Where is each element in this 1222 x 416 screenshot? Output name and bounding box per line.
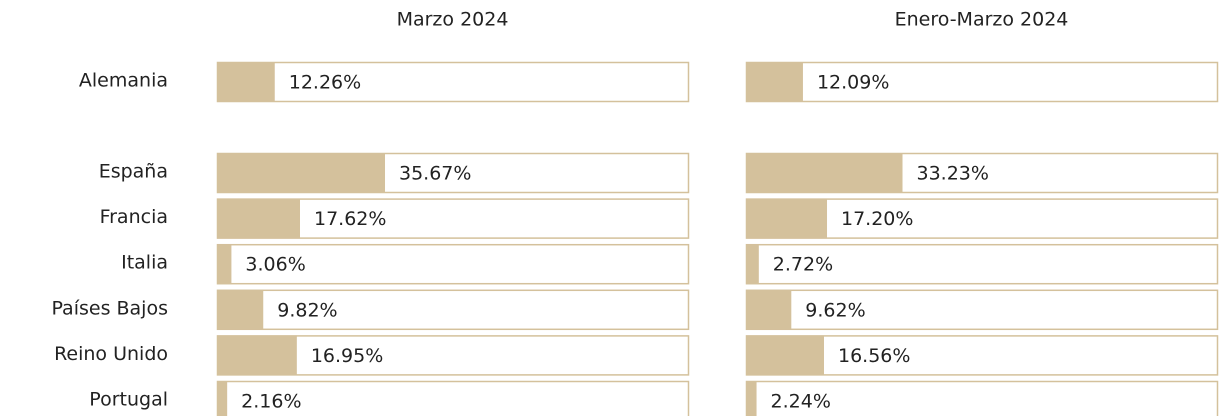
value-label: 16.56%: [838, 345, 910, 367]
category-label: Francia: [100, 206, 168, 228]
bar: [746, 381, 757, 416]
panel-title: Marzo 2024: [397, 9, 509, 31]
category-label: Países Bajos: [51, 297, 168, 319]
value-label: 3.06%: [245, 254, 305, 276]
bar: [217, 244, 232, 285]
value-label: 33.23%: [917, 163, 989, 185]
value-label: 2.72%: [773, 254, 833, 276]
bar-track: [216, 380, 690, 416]
bar: [217, 153, 386, 193]
value-label: 16.95%: [311, 345, 383, 367]
bar: [217, 62, 275, 102]
value-label: 2.16%: [241, 391, 301, 413]
bar: [746, 289, 792, 330]
category-label: Italia: [121, 252, 168, 274]
bar: [746, 198, 828, 239]
bar: [746, 153, 903, 193]
bar: [746, 335, 824, 376]
value-label: 12.26%: [289, 72, 361, 94]
category-label: España: [99, 161, 168, 183]
bar-track: [745, 61, 1219, 103]
bar-track: [216, 289, 690, 331]
bar: [217, 335, 297, 376]
bar: [217, 198, 300, 239]
value-label: 35.67%: [399, 163, 471, 185]
bar-track: [745, 243, 1219, 285]
value-label: 9.62%: [805, 299, 865, 321]
bar: [746, 62, 803, 102]
bar-track: [216, 243, 690, 285]
bar-track: [745, 335, 1219, 376]
category-label: Portugal: [89, 389, 168, 411]
value-label: 12.09%: [817, 72, 889, 94]
bar: [746, 244, 759, 285]
value-label: 9.82%: [277, 299, 337, 321]
category-label: Reino Unido: [54, 343, 168, 365]
bar-track: [216, 61, 690, 103]
panel-title: Enero-Marzo 2024: [895, 9, 1069, 31]
bar-track: [745, 380, 1219, 416]
value-label: 2.24%: [771, 391, 831, 413]
bar: [217, 289, 264, 330]
value-label: 17.62%: [314, 208, 386, 230]
bar: [217, 381, 228, 416]
category-label: Alemania: [79, 70, 168, 92]
value-label: 17.20%: [841, 208, 913, 230]
